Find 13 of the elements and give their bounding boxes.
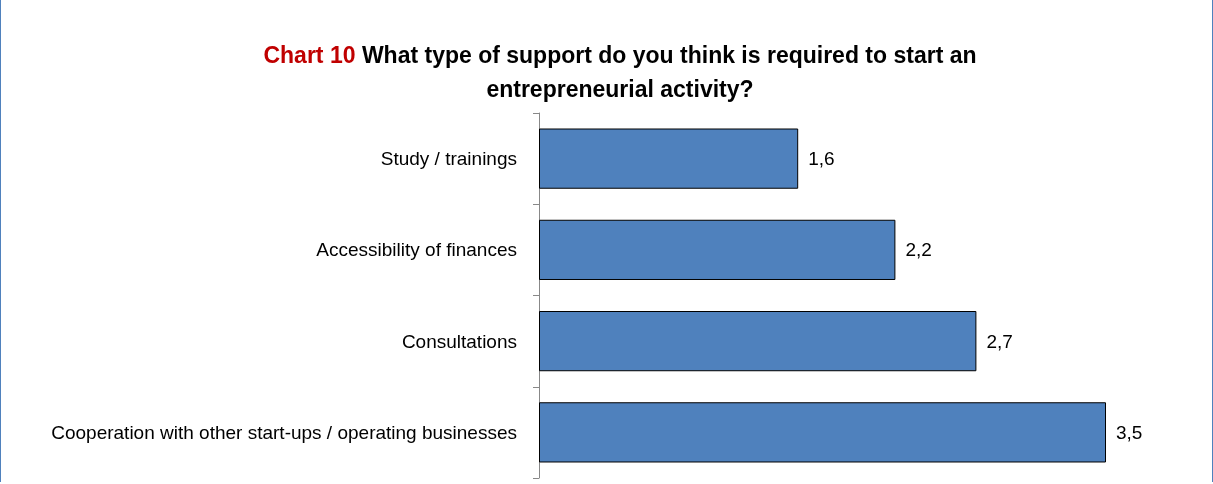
data-label: 1,6 (808, 148, 835, 170)
data-label: 2,7 (986, 330, 1013, 352)
data-label: 3,5 (1116, 421, 1143, 443)
y-tick-label: Study / trainings (380, 148, 517, 170)
chart-title: Chart 10 What type of support do you think is required to start an entrepreneurial activity? (263, 42, 977, 102)
bar (539, 219, 896, 280)
bar (539, 311, 977, 372)
y-tick-label: Consultations (401, 330, 517, 352)
y-tick-label: Cooperation with other start-ups / operating businesses (51, 421, 517, 443)
bar (539, 128, 799, 189)
data-label: 2,2 (905, 239, 932, 261)
bar (539, 402, 1106, 463)
y-tick-label: Accessibility of finances (316, 239, 517, 261)
